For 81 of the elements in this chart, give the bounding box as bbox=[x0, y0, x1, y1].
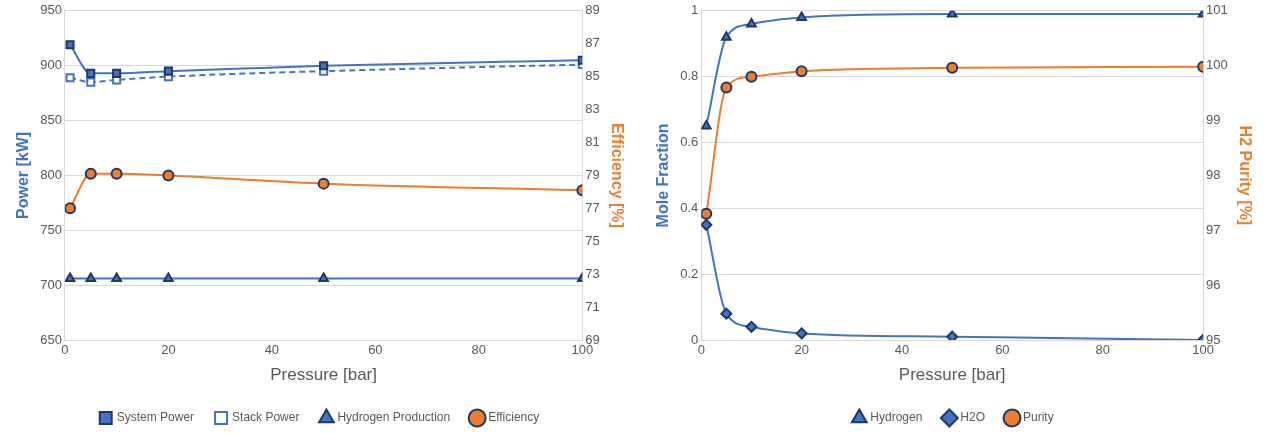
point bbox=[317, 177, 330, 190]
point bbox=[65, 73, 75, 83]
y-tick-label: 750 bbox=[40, 221, 62, 237]
point bbox=[795, 327, 808, 340]
point bbox=[701, 120, 712, 130]
point bbox=[946, 330, 959, 340]
legend-label: Hydrogen Production bbox=[337, 410, 451, 425]
point bbox=[110, 167, 123, 180]
y2-tick-label: 98 bbox=[1206, 166, 1221, 182]
legend-label: Purity bbox=[1023, 410, 1054, 425]
y-tick-label: 700 bbox=[40, 276, 62, 292]
point bbox=[64, 272, 76, 283]
legend-label: H2O bbox=[960, 410, 986, 425]
x-tick-label: 60 bbox=[995, 342, 1010, 358]
y-axis-title: Mole Fraction bbox=[654, 123, 672, 228]
point bbox=[86, 68, 96, 78]
point bbox=[796, 11, 807, 21]
x-tick-label: 40 bbox=[894, 342, 910, 358]
x-tick-label: 20 bbox=[161, 342, 176, 358]
point bbox=[65, 40, 75, 50]
y-tick-label: 0.2 bbox=[680, 265, 699, 281]
point bbox=[84, 167, 97, 180]
y2-tick-label: 73 bbox=[585, 265, 600, 281]
point bbox=[946, 61, 959, 74]
legend-label: Stack Power bbox=[232, 410, 300, 425]
y2-axis-title: Efficiency [%] bbox=[608, 122, 626, 228]
point bbox=[745, 70, 758, 83]
y2-tick-label: 85 bbox=[585, 68, 600, 84]
point bbox=[720, 81, 733, 94]
y2-tick-label: 100 bbox=[1206, 57, 1228, 73]
point bbox=[745, 320, 758, 333]
y-tick-label: 650 bbox=[40, 331, 62, 347]
y2-axis-title: H2 Purity [%] bbox=[1236, 125, 1254, 226]
point bbox=[163, 66, 173, 76]
y-tick-label: 850 bbox=[40, 112, 62, 128]
point bbox=[319, 61, 329, 71]
y-tick-label: 800 bbox=[40, 166, 62, 182]
y-tick-label: 0.4 bbox=[680, 199, 699, 215]
y2-tick-label: 96 bbox=[1206, 276, 1221, 292]
point bbox=[163, 272, 174, 283]
point bbox=[111, 272, 122, 283]
x-tick-label: 40 bbox=[264, 342, 280, 358]
x-axis-title: Pressure [bar] bbox=[270, 365, 377, 385]
point bbox=[795, 65, 808, 78]
y-tick-label: 0.8 bbox=[680, 68, 699, 84]
y2-tick-label: 87 bbox=[585, 35, 600, 51]
legend-label: Efficiency bbox=[488, 410, 540, 425]
y2-tick-label: 101 bbox=[1206, 2, 1228, 18]
y-tick-label: 900 bbox=[40, 57, 62, 73]
point bbox=[112, 68, 122, 78]
point bbox=[746, 17, 757, 28]
point bbox=[86, 77, 96, 87]
y2-tick-label: 83 bbox=[585, 101, 600, 117]
y2-tick-label: 77 bbox=[585, 199, 600, 215]
point bbox=[701, 207, 713, 220]
y-tick-label: 1 bbox=[691, 2, 699, 18]
point bbox=[721, 31, 732, 41]
x-tick-label: 80 bbox=[1095, 342, 1110, 358]
y2-tick-label: 79 bbox=[585, 166, 600, 182]
point bbox=[64, 202, 77, 215]
x-axis-title: Pressure [bar] bbox=[898, 365, 1006, 385]
y2-tick-label: 75 bbox=[585, 232, 600, 248]
point bbox=[701, 218, 713, 231]
x-tick-label: 20 bbox=[794, 342, 809, 358]
y2-tick-label: 81 bbox=[585, 134, 600, 150]
point bbox=[85, 272, 97, 283]
point bbox=[318, 272, 329, 283]
y-axis-title: Power [kW] bbox=[14, 131, 32, 219]
point bbox=[720, 307, 733, 320]
y2-tick-label: 71 bbox=[585, 298, 600, 314]
x-tick-label: 60 bbox=[368, 342, 383, 358]
legend-label: Hydrogen bbox=[870, 410, 923, 425]
y-tick-label: 0.6 bbox=[680, 134, 699, 150]
y-tick-label: 0 bbox=[691, 331, 699, 347]
legend-label: System Power bbox=[116, 410, 195, 425]
y2-tick-label: 97 bbox=[1206, 221, 1221, 237]
y-tick-label: 950 bbox=[40, 2, 62, 18]
point bbox=[162, 169, 175, 182]
y2-tick-label: 89 bbox=[585, 2, 600, 18]
y2-tick-label: 99 bbox=[1206, 112, 1221, 128]
x-tick-label: 80 bbox=[471, 342, 487, 358]
